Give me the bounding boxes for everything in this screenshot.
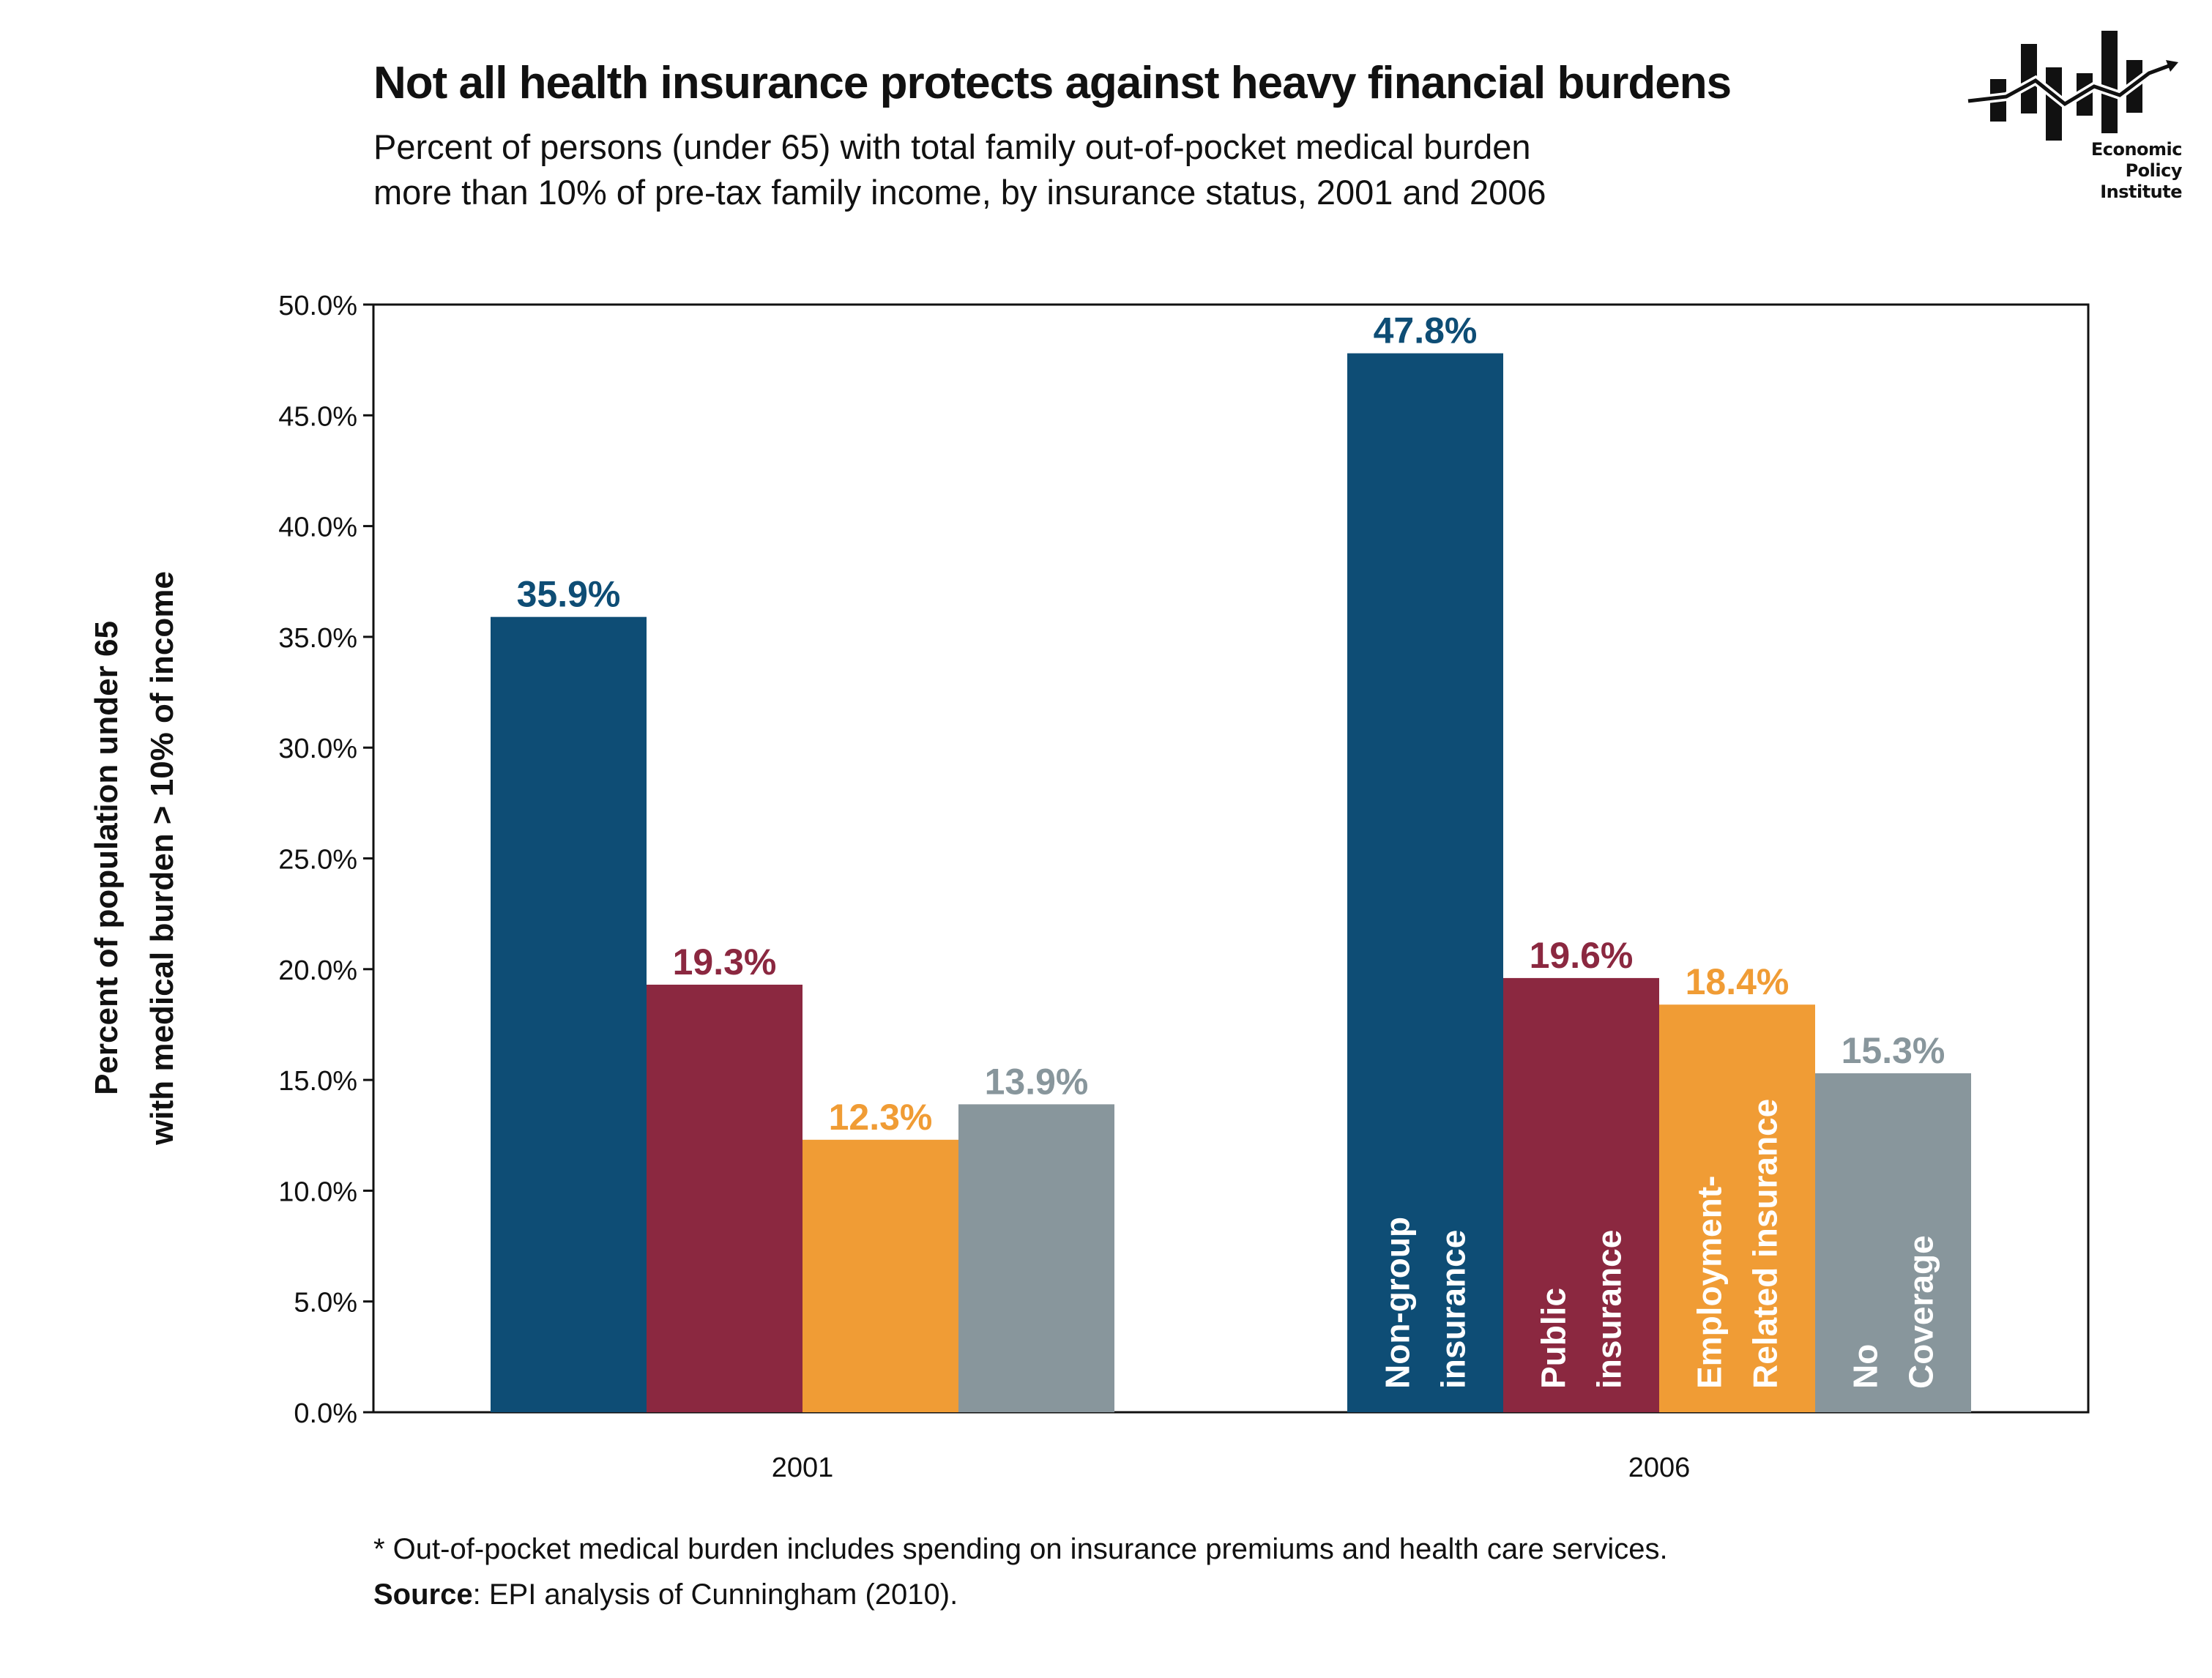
series-label: Coverage — [1902, 1235, 1940, 1389]
footnote-source: Source: EPI analysis of Cunningham (2010… — [373, 1572, 1668, 1617]
y-tick-label: 40.0% — [278, 512, 357, 543]
footnote: * Out-of-pocket medical burden includes … — [373, 1526, 1668, 1617]
series-label: Non-group — [1379, 1217, 1417, 1389]
data-label: 35.9% — [517, 574, 621, 615]
bar — [1347, 353, 1503, 1412]
source-text: : EPI analysis of Cunningham (2010). — [472, 1578, 958, 1611]
series-label: Related insurance — [1746, 1099, 1784, 1389]
epi-bar-chart-logo-icon — [1967, 31, 2178, 141]
data-label: 13.9% — [985, 1061, 1089, 1102]
logo-text: Economic Policy Institute — [2090, 139, 2183, 203]
y-axis-title-line: with medical burden > 10% of income — [144, 571, 180, 1146]
series-label: No — [1847, 1344, 1885, 1389]
y-tick-label: 20.0% — [278, 955, 357, 986]
y-axis-title-line: Percent of population under 65 — [89, 621, 124, 1095]
series-label: Public — [1535, 1288, 1573, 1389]
data-label: 19.3% — [673, 941, 777, 982]
bar — [1815, 1073, 1971, 1412]
footnote-note: * Out-of-pocket medical burden includes … — [373, 1533, 1668, 1565]
data-label: 47.8% — [1374, 310, 1478, 351]
bar — [1659, 1004, 1815, 1412]
y-tick-label: 25.0% — [278, 845, 357, 876]
chart-subtitle: Percent of persons (under 65) with total… — [373, 124, 1765, 215]
x-category-label: 2001 — [772, 1453, 834, 1483]
bar — [1503, 977, 1659, 1412]
bar — [491, 616, 647, 1412]
y-tick-label: 5.0% — [294, 1288, 357, 1319]
subtitle-line-1: Percent of persons (under 65) with total… — [373, 127, 1531, 166]
source-label: Source — [373, 1578, 473, 1611]
bar — [958, 1104, 1114, 1412]
y-tick-label: 15.0% — [278, 1066, 357, 1097]
y-tick-label: 35.0% — [278, 623, 357, 654]
x-category-label: 2006 — [1628, 1453, 1691, 1483]
data-label: 15.3% — [1842, 1030, 1945, 1071]
series-label: insurance — [1434, 1230, 1472, 1389]
data-label: 18.4% — [1686, 961, 1790, 1002]
bar — [647, 984, 802, 1412]
subtitle-line-2: more than 10% of pre-tax family income, … — [373, 173, 1546, 212]
data-label: 19.6% — [1530, 935, 1634, 976]
series-label: insurance — [1590, 1230, 1628, 1389]
y-tick-label: 10.0% — [278, 1177, 357, 1207]
y-tick-label: 30.0% — [278, 734, 357, 764]
epi-logo: Economic Policy Institute — [1962, 22, 2183, 220]
logo-line-3: Institute — [2100, 182, 2182, 202]
y-tick-label: 50.0% — [278, 291, 357, 321]
y-tick-label: 45.0% — [278, 401, 357, 432]
logo-line-2: Policy — [2125, 160, 2183, 181]
y-tick-label: 0.0% — [294, 1398, 357, 1429]
series-label: Employment- — [1691, 1176, 1729, 1389]
chart-title: Not all health insurance protects agains… — [373, 58, 1732, 108]
bar — [802, 1139, 958, 1412]
data-label: 12.3% — [829, 1097, 933, 1138]
logo-line-1: Economic — [2090, 139, 2183, 160]
y-axis-title: Percent of population under 65 with medic… — [89, 571, 180, 1146]
